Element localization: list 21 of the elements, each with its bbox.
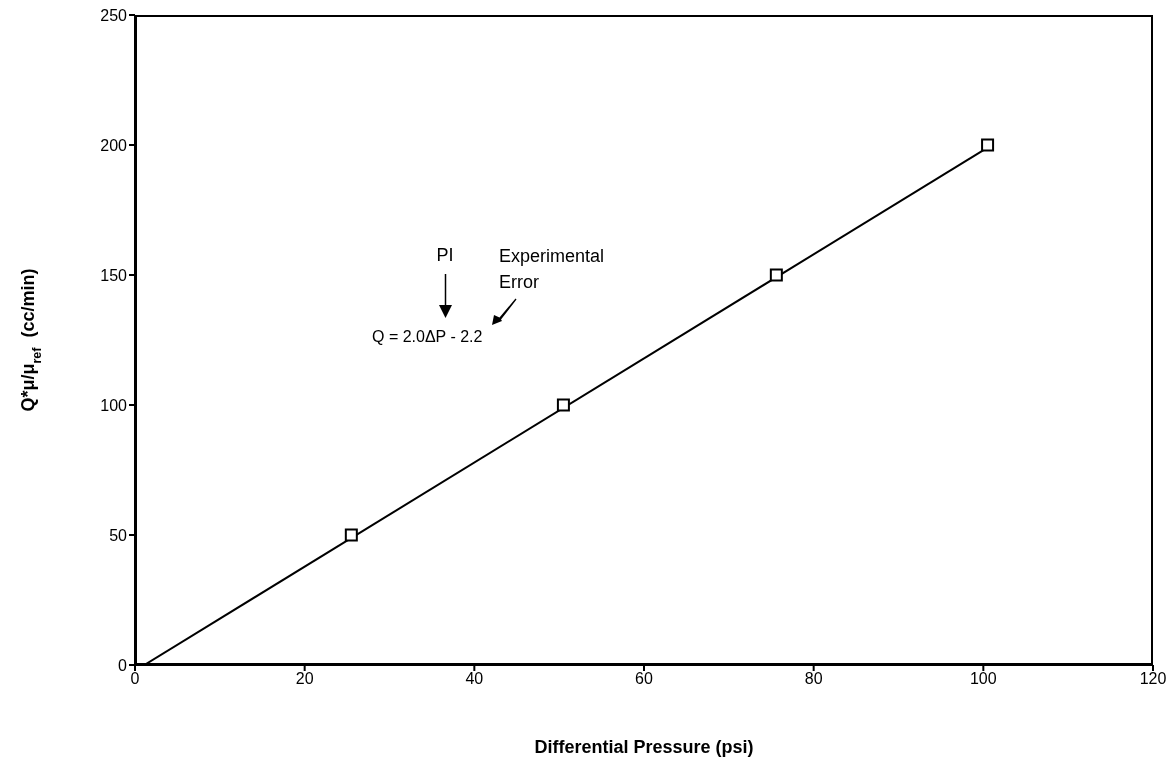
y-tick-label: 100 — [100, 396, 128, 414]
y-tick-label: 50 — [109, 526, 128, 544]
x-axis-title: Differential Pressure (psi) — [534, 737, 754, 757]
point — [981, 138, 995, 152]
x-tick-label: 20 — [295, 670, 314, 688]
annotation: Experimental Error — [499, 245, 606, 294]
y-tick-label: 200 — [100, 136, 128, 154]
y-tick-label: 250 — [100, 6, 128, 24]
x-tick-label: 60 — [635, 670, 653, 688]
annotation: PI — [435, 245, 455, 266]
annotation: Q = 2.0ΔP - 2.2 — [372, 328, 483, 346]
point — [769, 268, 783, 282]
x-tick-label: 40 — [465, 670, 484, 688]
x-tick-label: 80 — [804, 670, 823, 688]
y-tick-label: 150 — [100, 266, 128, 284]
x-tick-label: 0 — [130, 670, 140, 688]
y-tick-label: 0 — [118, 656, 128, 674]
x-tick-label: 100 — [969, 670, 997, 688]
x-tick-label: 120 — [1139, 670, 1167, 688]
point — [344, 528, 358, 542]
point — [556, 398, 570, 412]
